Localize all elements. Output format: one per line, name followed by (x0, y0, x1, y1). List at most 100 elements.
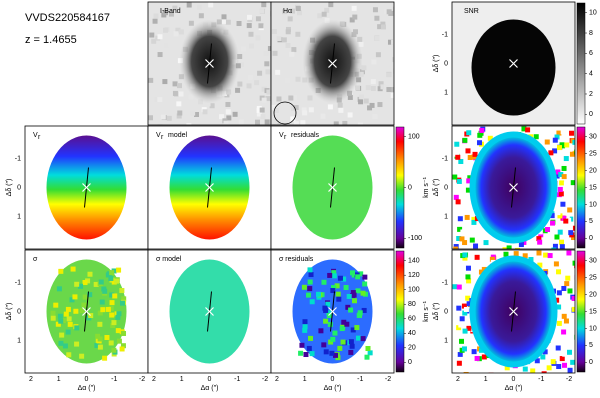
pixel (307, 286, 313, 292)
map-panel (451, 249, 576, 374)
colorbar-tick-label: 30 (589, 258, 597, 265)
colorbar-tick-label: 100 (408, 134, 420, 141)
pixel (111, 320, 117, 326)
pixel (358, 71, 364, 77)
pixel (555, 210, 561, 216)
pixel (571, 235, 575, 241)
pixel (97, 321, 103, 327)
map-panel (451, 1, 576, 126)
pixel (381, 24, 387, 30)
pixel (338, 107, 344, 113)
pixel (335, 291, 341, 297)
pixel (301, 107, 307, 113)
pixel (82, 280, 88, 286)
pixel (561, 215, 567, 221)
pixel (315, 291, 321, 297)
pixel (466, 301, 472, 307)
pixel (318, 328, 324, 334)
pixel (173, 31, 179, 37)
pixel (293, 121, 299, 125)
pixel (456, 360, 462, 366)
pixel (275, 69, 281, 75)
frame (451, 249, 576, 374)
pixel (308, 335, 314, 341)
pixel (261, 2, 267, 8)
pixel (561, 165, 567, 171)
pixel (377, 24, 383, 30)
pixel (247, 74, 253, 80)
pixel (285, 43, 291, 49)
y-tick-label: -1 (15, 279, 21, 286)
pixel (264, 61, 270, 67)
pixel (367, 105, 373, 111)
x-tick-label: 2 (456, 376, 460, 383)
pixel (363, 98, 369, 104)
pixel (248, 31, 254, 37)
pixel (459, 236, 465, 242)
pixel (298, 350, 304, 356)
pixel (465, 148, 471, 154)
pixel (351, 5, 357, 11)
pixel (522, 253, 528, 259)
pixel (331, 270, 337, 276)
pixel (55, 321, 61, 327)
pixel (70, 266, 76, 272)
pixel (367, 350, 373, 356)
pixel (111, 279, 117, 285)
pixel (246, 83, 252, 89)
pixel (391, 39, 394, 45)
pixel (114, 278, 120, 284)
x-axis-label: Δα (″) (505, 385, 523, 392)
pixel (265, 5, 271, 11)
pixel (333, 352, 339, 358)
pixel (456, 325, 462, 331)
pixel (537, 262, 543, 268)
pixel (542, 349, 548, 355)
pixel (553, 261, 559, 267)
panel-label: residuals (291, 132, 320, 139)
pixel (386, 87, 392, 93)
pixel (457, 226, 463, 232)
center-cross (205, 307, 214, 316)
pixel (339, 326, 345, 332)
pixel (377, 102, 383, 108)
pixel (566, 349, 572, 355)
colorbar-tick-label: 15 (589, 308, 597, 315)
pixel (356, 312, 362, 318)
pixel (462, 255, 468, 261)
pixel (328, 2, 334, 8)
panel-label: SNR (464, 8, 479, 15)
pixel (347, 112, 353, 118)
map-panel (147, 1, 272, 126)
pixel (119, 346, 125, 352)
pixel (266, 89, 271, 95)
pixel (457, 216, 463, 222)
x-axis-label: Δα (″) (78, 385, 96, 392)
pixel (355, 85, 361, 91)
colorbar-tick-label: 10 (589, 325, 597, 332)
pixel (219, 114, 225, 120)
pixel (82, 294, 88, 300)
subscript: r (161, 134, 164, 141)
pixel (571, 306, 575, 312)
frame (451, 125, 576, 250)
pixel (326, 313, 332, 319)
colorbar-tick-label: 0 (408, 184, 412, 191)
y-axis-label: Δδ (″) (6, 179, 13, 197)
pixel (239, 62, 245, 68)
pixel (557, 229, 563, 235)
x-tick-label: -2 (566, 376, 572, 383)
panel-label: Hα (283, 8, 292, 15)
pixel (545, 227, 551, 233)
pixel (554, 297, 560, 303)
pixel (190, 110, 196, 116)
y-tick-label: 1 (17, 213, 21, 220)
colorbar-tick-label: 0 (589, 235, 593, 242)
pixel (390, 87, 394, 93)
pixel (471, 219, 477, 225)
pixel (559, 239, 565, 245)
pixel (461, 303, 467, 309)
pixel (321, 342, 327, 348)
pixel (556, 290, 562, 296)
pixel (558, 191, 564, 197)
